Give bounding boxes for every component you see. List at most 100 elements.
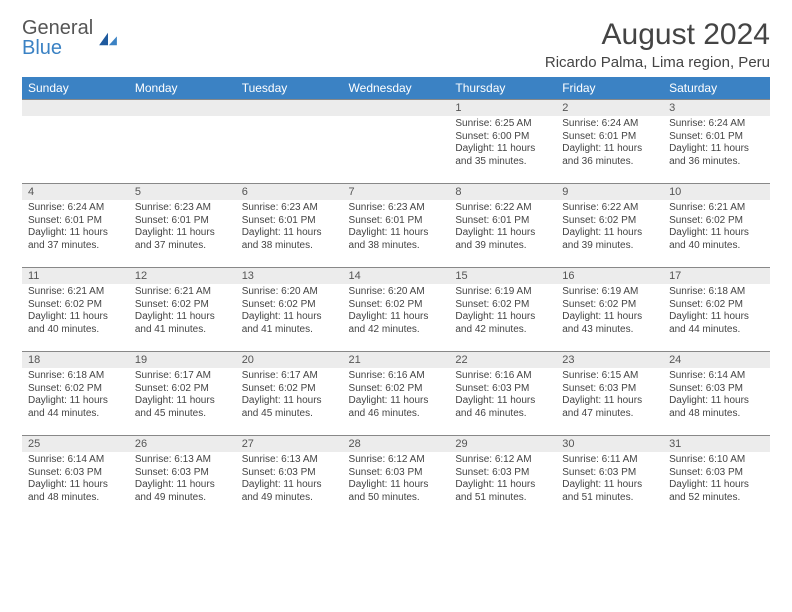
- sunrise-text: Sunrise: 6:19 AM: [455, 286, 550, 299]
- calendar-day-cell: 26Sunrise: 6:13 AMSunset: 6:03 PMDayligh…: [129, 436, 236, 520]
- day-number: 23: [556, 352, 663, 368]
- day-number: 11: [22, 268, 129, 284]
- sunrise-text: Sunrise: 6:25 AM: [455, 118, 550, 131]
- day-details: Sunrise: 6:13 AMSunset: 6:03 PMDaylight:…: [236, 452, 343, 508]
- day-number: 30: [556, 436, 663, 452]
- day-details: Sunrise: 6:18 AMSunset: 6:02 PMDaylight:…: [22, 368, 129, 424]
- location-subtitle: Ricardo Palma, Lima region, Peru: [545, 54, 770, 71]
- sunrise-text: Sunrise: 6:23 AM: [349, 202, 444, 215]
- calendar-table: SundayMondayTuesdayWednesdayThursdayFrid…: [22, 77, 770, 520]
- day-number: 26: [129, 436, 236, 452]
- daylight-text: Daylight: 11 hours and 51 minutes.: [455, 479, 550, 504]
- daylight-text: Daylight: 11 hours and 40 minutes.: [28, 311, 123, 336]
- day-number: 31: [663, 436, 770, 452]
- day-details: Sunrise: 6:15 AMSunset: 6:03 PMDaylight:…: [556, 368, 663, 424]
- sunrise-text: Sunrise: 6:15 AM: [562, 370, 657, 383]
- day-details: [236, 116, 343, 166]
- day-number: 12: [129, 268, 236, 284]
- calendar-week-row: 18Sunrise: 6:18 AMSunset: 6:02 PMDayligh…: [22, 352, 770, 436]
- day-number: 7: [343, 184, 450, 200]
- calendar-day-cell: 19Sunrise: 6:17 AMSunset: 6:02 PMDayligh…: [129, 352, 236, 436]
- day-details: Sunrise: 6:16 AMSunset: 6:02 PMDaylight:…: [343, 368, 450, 424]
- sunrise-text: Sunrise: 6:24 AM: [562, 118, 657, 131]
- day-details: Sunrise: 6:17 AMSunset: 6:02 PMDaylight:…: [129, 368, 236, 424]
- day-number: 8: [449, 184, 556, 200]
- daylight-text: Daylight: 11 hours and 41 minutes.: [135, 311, 230, 336]
- calendar-week-row: 1Sunrise: 6:25 AMSunset: 6:00 PMDaylight…: [22, 100, 770, 184]
- daylight-text: Daylight: 11 hours and 45 minutes.: [242, 395, 337, 420]
- calendar-week-row: 25Sunrise: 6:14 AMSunset: 6:03 PMDayligh…: [22, 436, 770, 520]
- sunrise-text: Sunrise: 6:24 AM: [669, 118, 764, 131]
- calendar-day-cell: 10Sunrise: 6:21 AMSunset: 6:02 PMDayligh…: [663, 184, 770, 268]
- calendar-day-cell: [343, 100, 450, 184]
- daylight-text: Daylight: 11 hours and 44 minutes.: [669, 311, 764, 336]
- sunrise-text: Sunrise: 6:12 AM: [455, 454, 550, 467]
- sunset-text: Sunset: 6:02 PM: [28, 299, 123, 312]
- day-number: [129, 100, 236, 116]
- daylight-text: Daylight: 11 hours and 51 minutes.: [562, 479, 657, 504]
- calendar-week-row: 4Sunrise: 6:24 AMSunset: 6:01 PMDaylight…: [22, 184, 770, 268]
- day-header: Sunday: [22, 77, 129, 100]
- sunset-text: Sunset: 6:01 PM: [669, 131, 764, 144]
- calendar-day-cell: 27Sunrise: 6:13 AMSunset: 6:03 PMDayligh…: [236, 436, 343, 520]
- calendar-day-cell: 28Sunrise: 6:12 AMSunset: 6:03 PMDayligh…: [343, 436, 450, 520]
- logo-line1: General: [22, 18, 93, 38]
- day-header: Saturday: [663, 77, 770, 100]
- page-header: General Blue August 2024 Ricardo Palma, …: [22, 18, 770, 71]
- day-details: Sunrise: 6:16 AMSunset: 6:03 PMDaylight:…: [449, 368, 556, 424]
- daylight-text: Daylight: 11 hours and 39 minutes.: [455, 227, 550, 252]
- sunrise-text: Sunrise: 6:22 AM: [562, 202, 657, 215]
- sunrise-text: Sunrise: 6:20 AM: [242, 286, 337, 299]
- sunset-text: Sunset: 6:02 PM: [562, 299, 657, 312]
- daylight-text: Daylight: 11 hours and 48 minutes.: [28, 479, 123, 504]
- day-details: Sunrise: 6:21 AMSunset: 6:02 PMDaylight:…: [663, 200, 770, 256]
- day-details: Sunrise: 6:24 AMSunset: 6:01 PMDaylight:…: [663, 116, 770, 172]
- calendar-day-cell: 29Sunrise: 6:12 AMSunset: 6:03 PMDayligh…: [449, 436, 556, 520]
- daylight-text: Daylight: 11 hours and 36 minutes.: [562, 143, 657, 168]
- calendar-day-cell: 9Sunrise: 6:22 AMSunset: 6:02 PMDaylight…: [556, 184, 663, 268]
- sunset-text: Sunset: 6:02 PM: [669, 215, 764, 228]
- daylight-text: Daylight: 11 hours and 43 minutes.: [562, 311, 657, 336]
- day-details: Sunrise: 6:20 AMSunset: 6:02 PMDaylight:…: [343, 284, 450, 340]
- day-details: Sunrise: 6:13 AMSunset: 6:03 PMDaylight:…: [129, 452, 236, 508]
- calendar-day-cell: 8 Sunrise: 6:22 AMSunset: 6:01 PMDaylight…: [449, 184, 556, 268]
- day-details: Sunrise: 6:12 AMSunset: 6:03 PMDaylight:…: [343, 452, 450, 508]
- sunset-text: Sunset: 6:03 PM: [562, 467, 657, 480]
- day-number: 20: [236, 352, 343, 368]
- day-number: 14: [343, 268, 450, 284]
- day-number: 25: [22, 436, 129, 452]
- daylight-text: Daylight: 11 hours and 42 minutes.: [455, 311, 550, 336]
- day-details: Sunrise: 6:22 AMSunset: 6:02 PMDaylight:…: [556, 200, 663, 256]
- day-number: 16: [556, 268, 663, 284]
- sunrise-text: Sunrise: 6:21 AM: [669, 202, 764, 215]
- daylight-text: Daylight: 11 hours and 47 minutes.: [562, 395, 657, 420]
- calendar-day-cell: 20Sunrise: 6:17 AMSunset: 6:02 PMDayligh…: [236, 352, 343, 436]
- sunset-text: Sunset: 6:03 PM: [28, 467, 123, 480]
- sunset-text: Sunset: 6:01 PM: [349, 215, 444, 228]
- day-number: [236, 100, 343, 116]
- sunset-text: Sunset: 6:03 PM: [242, 467, 337, 480]
- calendar-day-cell: 18Sunrise: 6:18 AMSunset: 6:02 PMDayligh…: [22, 352, 129, 436]
- calendar-body: 1Sunrise: 6:25 AMSunset: 6:00 PMDaylight…: [22, 100, 770, 520]
- calendar-day-cell: 13Sunrise: 6:20 AMSunset: 6:02 PMDayligh…: [236, 268, 343, 352]
- day-header: Tuesday: [236, 77, 343, 100]
- sunrise-text: Sunrise: 6:18 AM: [28, 370, 123, 383]
- daylight-text: Daylight: 11 hours and 46 minutes.: [455, 395, 550, 420]
- day-number: 6: [236, 184, 343, 200]
- calendar-day-cell: 16Sunrise: 6:19 AMSunset: 6:02 PMDayligh…: [556, 268, 663, 352]
- day-header: Friday: [556, 77, 663, 100]
- sunset-text: Sunset: 6:00 PM: [455, 131, 550, 144]
- sunset-text: Sunset: 6:02 PM: [455, 299, 550, 312]
- calendar-header-row: SundayMondayTuesdayWednesdayThursdayFrid…: [22, 77, 770, 100]
- sunset-text: Sunset: 6:01 PM: [455, 215, 550, 228]
- sunrise-text: Sunrise: 6:22 AM: [455, 202, 550, 215]
- calendar-day-cell: 5Sunrise: 6:23 AMSunset: 6:01 PMDaylight…: [129, 184, 236, 268]
- calendar-day-cell: 22Sunrise: 6:16 AMSunset: 6:03 PMDayligh…: [449, 352, 556, 436]
- sunrise-text: Sunrise: 6:23 AM: [135, 202, 230, 215]
- day-details: Sunrise: 6:11 AMSunset: 6:03 PMDaylight:…: [556, 452, 663, 508]
- daylight-text: Daylight: 11 hours and 38 minutes.: [242, 227, 337, 252]
- sunset-text: Sunset: 6:03 PM: [669, 383, 764, 396]
- title-block: August 2024 Ricardo Palma, Lima region, …: [545, 18, 770, 71]
- day-details: Sunrise: 6:23 AMSunset: 6:01 PMDaylight:…: [236, 200, 343, 256]
- sunset-text: Sunset: 6:01 PM: [28, 215, 123, 228]
